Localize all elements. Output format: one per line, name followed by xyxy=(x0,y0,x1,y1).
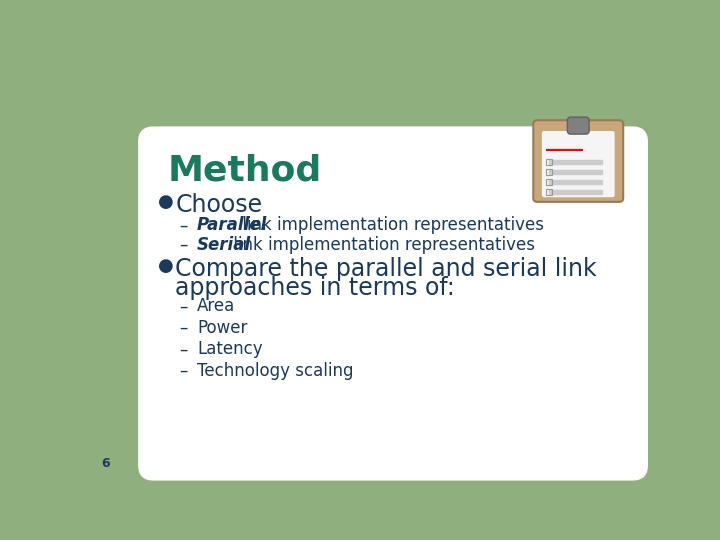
Text: Area: Area xyxy=(197,298,235,315)
Bar xyxy=(549,160,601,164)
Text: ●: ● xyxy=(158,257,174,275)
Bar xyxy=(546,159,552,165)
Text: –: – xyxy=(179,340,187,359)
Text: Latency: Latency xyxy=(197,340,263,359)
Text: Compare the parallel and serial link: Compare the parallel and serial link xyxy=(175,257,597,281)
Text: –: – xyxy=(179,217,187,234)
Text: –: – xyxy=(179,319,187,337)
Bar xyxy=(549,180,601,184)
Text: link implementation representatives: link implementation representatives xyxy=(238,217,544,234)
FancyBboxPatch shape xyxy=(534,120,624,202)
Text: Method: Method xyxy=(168,153,322,187)
Text: –: – xyxy=(179,236,187,254)
FancyBboxPatch shape xyxy=(138,126,648,481)
Bar xyxy=(546,168,552,175)
Text: –: – xyxy=(179,362,187,380)
Text: Power: Power xyxy=(197,319,248,337)
Text: Parallel: Parallel xyxy=(197,217,267,234)
Text: 6: 6 xyxy=(102,457,110,470)
Text: Serial: Serial xyxy=(197,236,251,254)
Text: link implementation representatives: link implementation representatives xyxy=(228,236,535,254)
Bar xyxy=(549,170,601,174)
Bar xyxy=(546,189,552,195)
Bar xyxy=(549,190,601,194)
FancyBboxPatch shape xyxy=(542,131,615,197)
Text: –: – xyxy=(179,298,187,315)
Text: Technology scaling: Technology scaling xyxy=(197,362,354,380)
Text: ●: ● xyxy=(158,193,174,211)
Text: approaches in terms of:: approaches in terms of: xyxy=(175,276,455,300)
Bar xyxy=(546,179,552,185)
FancyBboxPatch shape xyxy=(567,117,589,134)
Text: Choose: Choose xyxy=(175,193,262,218)
